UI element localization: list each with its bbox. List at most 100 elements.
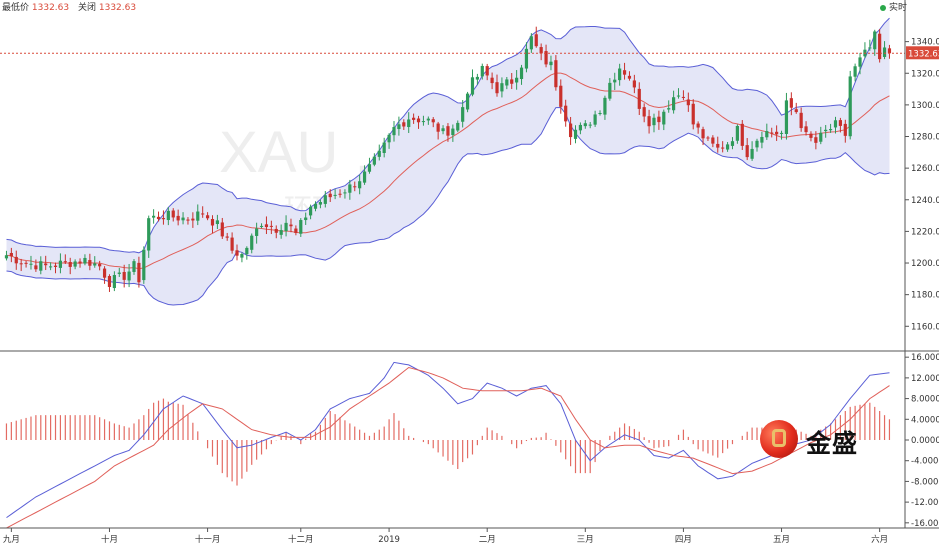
candle-body [735,125,739,141]
candle-body [49,266,53,268]
candle-body [446,126,450,136]
candle-body [676,95,681,97]
candle-body [201,213,205,215]
candle-body [407,119,411,128]
candle-body [215,220,219,225]
candle-body [240,253,244,258]
macd-tick-label: 4.0000 [911,415,939,425]
candle-body [338,193,342,195]
candle-body [235,250,239,256]
candle-body [441,128,445,132]
candle-body [127,271,131,281]
candle-body [147,218,151,251]
candle-body [833,120,838,128]
candle-body [814,137,818,143]
candle-body [63,261,67,263]
candle-body [544,51,548,65]
candle-body [294,228,298,233]
candle-body [436,123,440,132]
candle-body [828,129,833,131]
bollinger-lower-line [6,106,890,306]
candle-body [421,121,426,123]
candle-body [53,265,58,267]
candle-body [887,48,892,54]
candle-body [603,97,607,115]
price-tick-label: 1280.00 [911,133,939,143]
candle-body [495,82,499,94]
candle-body [93,263,97,266]
candle-body [186,219,190,221]
candle-body [755,140,759,148]
date-tick-label: 四月 [675,535,692,545]
candle-body [112,275,116,289]
candle-body [4,255,9,259]
macd-tick-label: 0.0000 [911,436,939,446]
candle-body [372,156,376,165]
candle-body [858,57,862,67]
candle-body [657,116,661,123]
candle-body [392,127,396,136]
last-price-label: 1332.63 [908,49,939,59]
candle-body [313,203,318,209]
candle-body [549,61,553,66]
candle-body [132,261,136,272]
candle-body [480,65,484,77]
candle-body [225,236,229,238]
live-dot-icon [879,4,886,11]
date-tick-label: 二月 [479,535,496,545]
candle-body [843,123,847,136]
candle-body [515,77,519,83]
candle-body [323,195,327,204]
candle-body [34,265,38,270]
candle-body [853,66,857,77]
candle-body [451,128,455,136]
macd-tick-label: -16.0000 [911,519,939,529]
price-tick-label: 1200.00 [911,259,939,269]
candle-body [799,112,803,129]
candle-body [284,222,288,232]
candle-body [706,137,710,139]
candle-body [19,263,23,265]
candle-body [701,129,705,139]
candle-body [868,47,872,49]
candle-body [382,142,386,153]
candle-body [882,47,887,57]
candle-body [716,143,720,148]
candle-body [588,124,592,126]
candle-body [721,147,725,149]
date-tick-label: 十月 [101,534,118,545]
candle-body [838,120,842,126]
price-tick-label: 1260.00 [911,164,939,174]
candle-body [156,216,161,220]
candle-body [259,225,264,227]
candle-body [14,256,18,264]
candle-body [318,202,323,205]
candle-body [44,263,48,266]
candle-body [750,148,754,159]
candle-body [730,141,735,146]
candle-body [568,123,573,138]
date-tick-label: 九月 [3,535,20,545]
macd-panel [5,361,891,529]
live-indicator[interactable]: 实时 [879,0,907,13]
candle-body [328,193,332,198]
price-tick-label: 1340.00 [911,38,939,48]
candle-body [642,107,646,117]
candle-body [9,252,13,257]
candle-body [176,215,180,221]
candle-body [39,261,43,271]
candle-body [161,218,166,220]
candle-body [529,36,533,50]
logo-text: 金盛 [806,429,859,458]
candle-body [250,235,254,250]
candle-body [353,186,357,188]
candle-body [29,263,33,265]
candle-body [647,116,651,127]
price-tick-label: 1160.00 [911,322,939,332]
candle-body [416,118,421,123]
candle-body [873,31,877,50]
candle-body [662,111,666,125]
candle-body [593,114,597,125]
